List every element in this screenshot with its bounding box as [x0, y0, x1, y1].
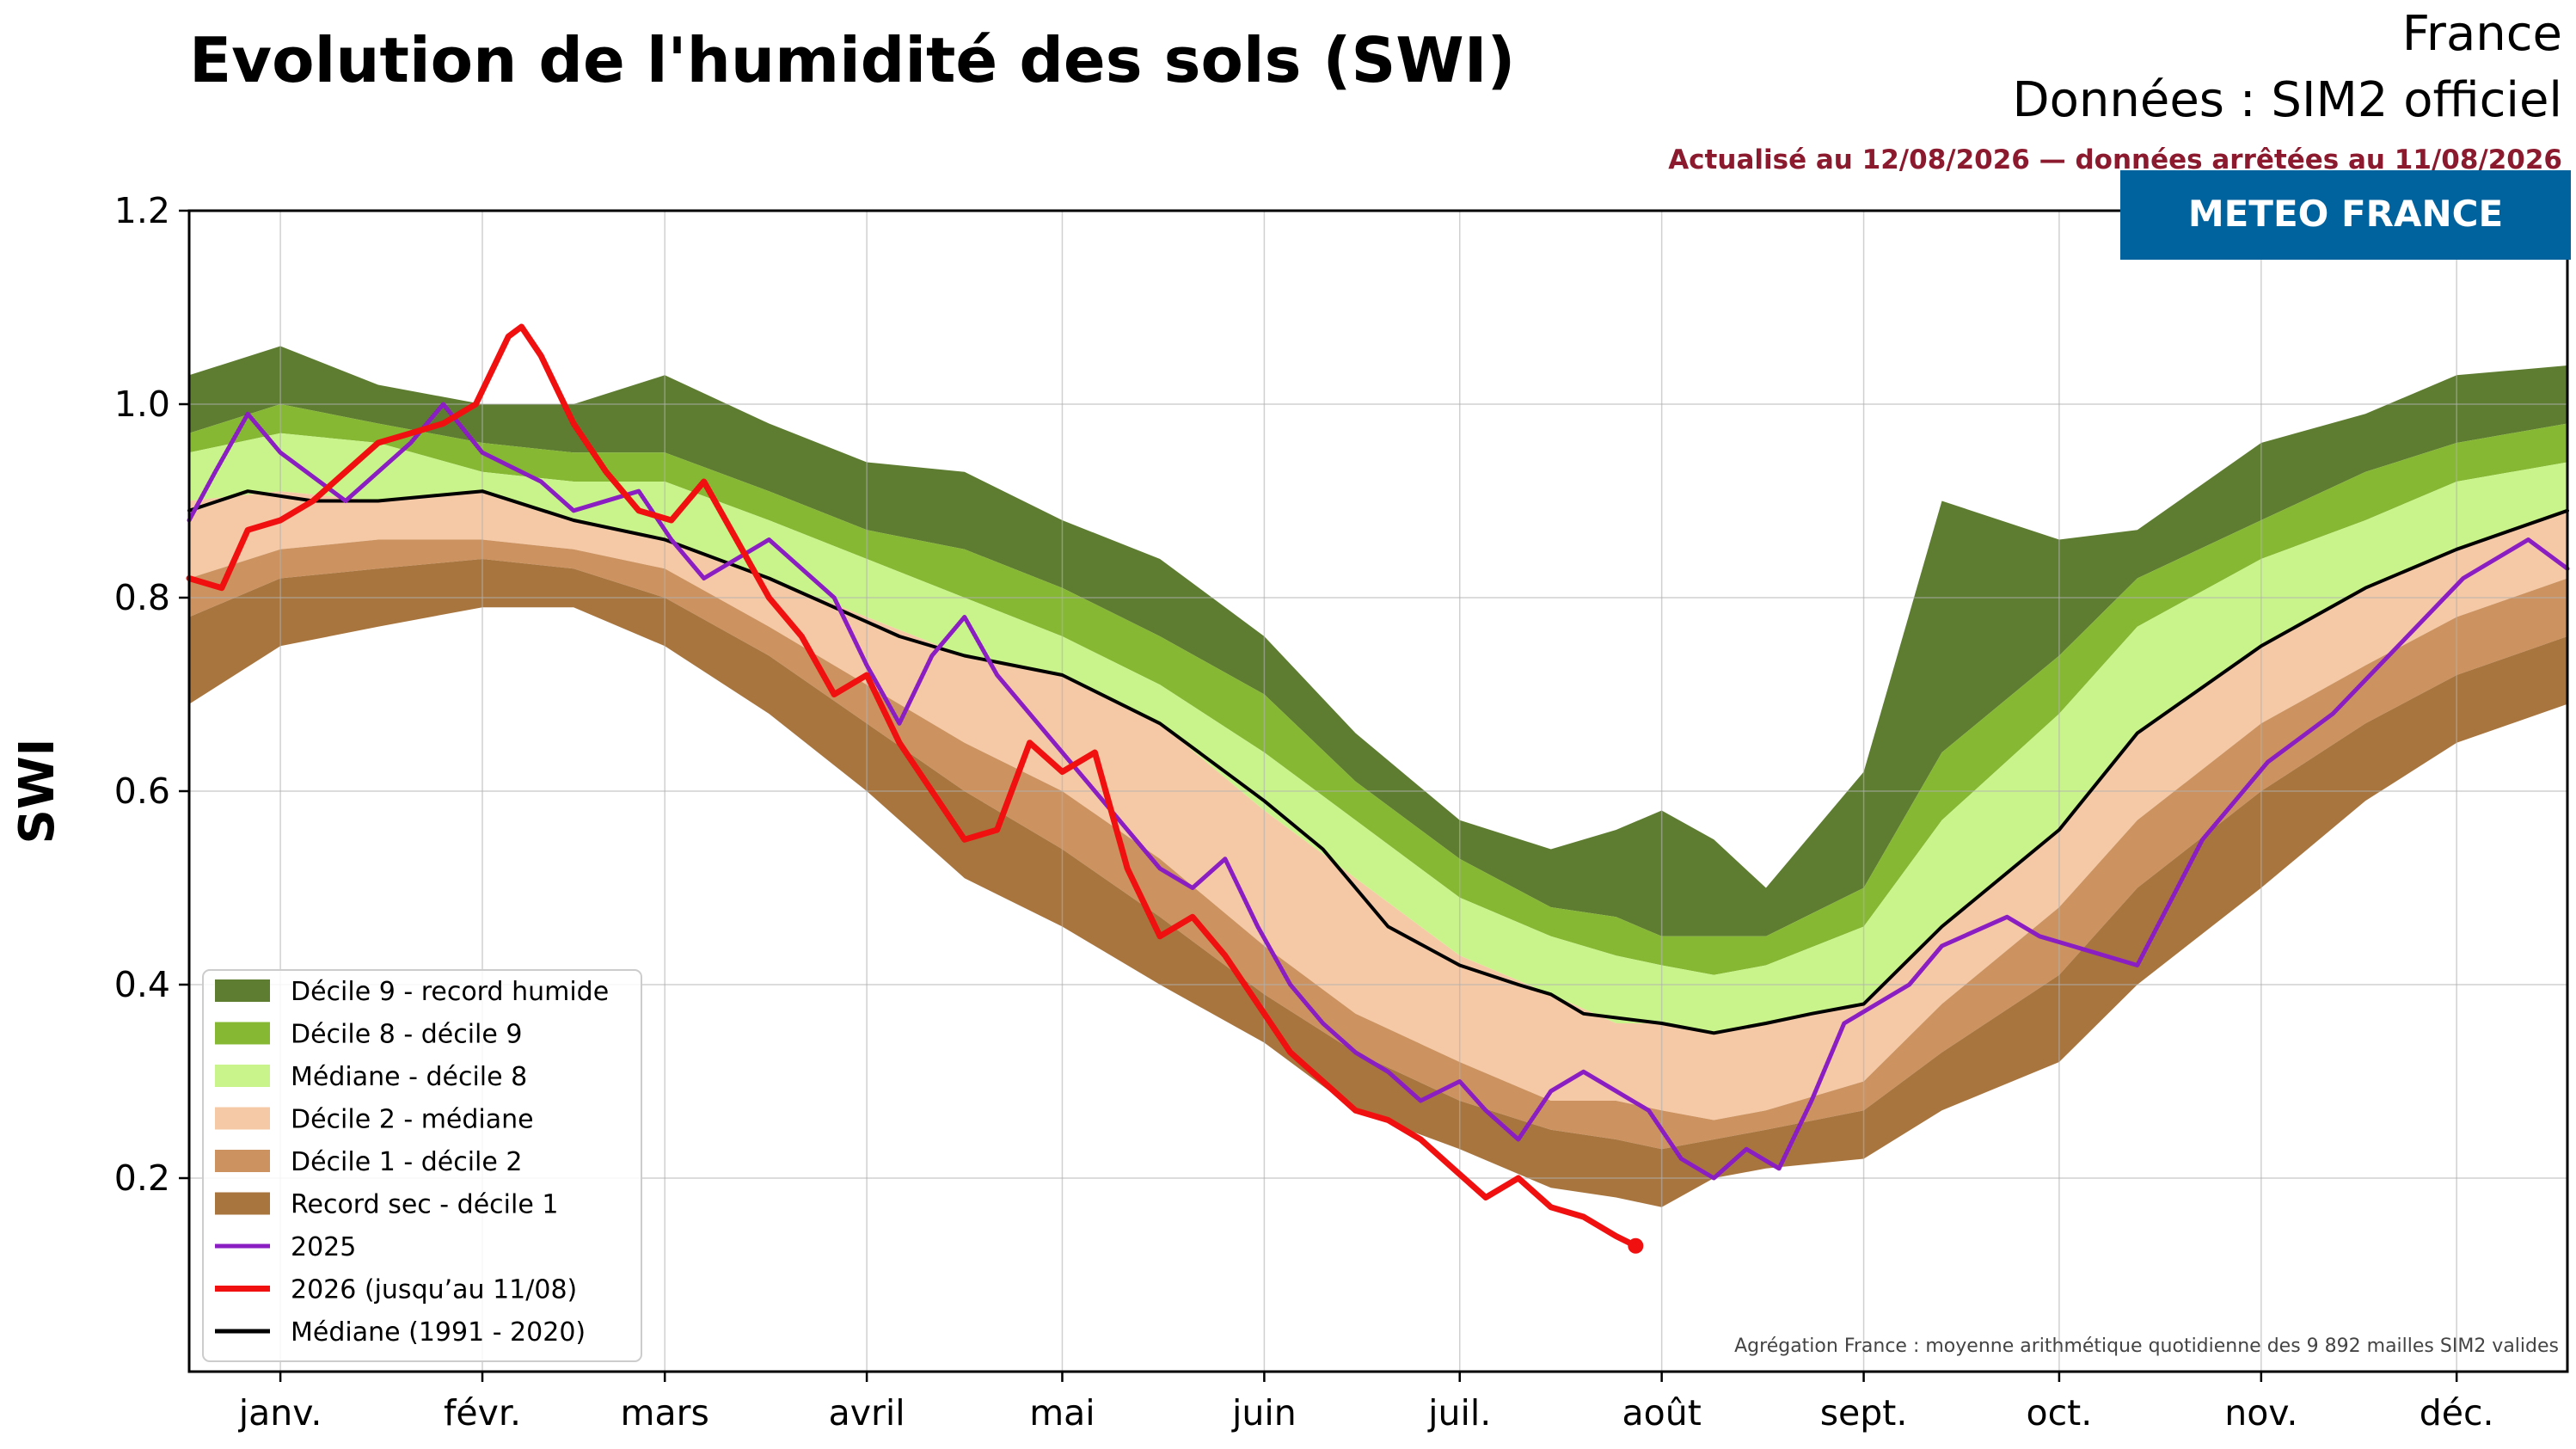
y-tick-label: 1.2: [114, 190, 170, 231]
footnote: Agrégation France : moyenne arithmétique…: [1734, 1335, 2559, 1357]
legend-label: Décile 8 - décile 9: [291, 1020, 522, 1050]
x-tick-label: sept.: [1820, 1392, 1908, 1434]
y-tick-label: 0.4: [114, 964, 170, 1005]
band-d1-d2: [189, 539, 2567, 1150]
legend-box: [202, 969, 642, 1362]
band-d9-record-wet: [189, 346, 2567, 936]
badge-background: [2120, 170, 2571, 260]
x-tick-label: janv.: [238, 1392, 322, 1434]
y-tick-label: 0.2: [114, 1157, 170, 1199]
legend-label: Décile 1 - décile 2: [291, 1147, 522, 1177]
y-tick-label: 1.0: [114, 384, 170, 425]
x-tick-label: févr.: [444, 1392, 521, 1434]
band-record-dry-d1: [189, 559, 2567, 1207]
legend-label: Médiane (1991 - 2020): [291, 1317, 586, 1348]
x-tick-label: mars: [621, 1392, 709, 1434]
legend-swatch: [215, 1150, 270, 1172]
legend-label: Médiane - décile 8: [291, 1062, 527, 1092]
legend: Décile 9 - record humide Décile 8 - décil…: [202, 969, 642, 1362]
x-axis: janv. févr. mars avril mai juin juil. août sept.…: [238, 1372, 2494, 1434]
x-tick-label: déc.: [2420, 1392, 2494, 1434]
line-median: [187, 489, 2569, 1035]
legend-label: Décile 2 - médiane: [291, 1105, 534, 1135]
legend-label: 2025: [291, 1232, 356, 1262]
legend-label: 2026 (jusqu’au 11/08): [291, 1275, 577, 1305]
badge-text: METEO FRANCE: [2188, 193, 2503, 235]
y-axis: 0.2 0.4 0.6 0.8 1.0 1.2: [114, 190, 189, 1199]
legend-swatch: [215, 1065, 270, 1087]
x-tick-label: oct.: [2027, 1392, 2093, 1434]
y-axis-label: SWI: [9, 739, 65, 844]
legend-swatch: [215, 1022, 270, 1045]
legend-swatch: [215, 1192, 270, 1215]
legend-swatch: [215, 1107, 270, 1130]
band-d2-median: [189, 491, 2567, 1121]
legend-label: Décile 9 - record humide: [291, 977, 609, 1007]
x-tick-label: mai: [1029, 1392, 1095, 1434]
y-tick-label: 0.8: [114, 577, 170, 618]
legend-swatch: [215, 979, 270, 1002]
x-tick-label: juin: [1231, 1392, 1297, 1434]
x-tick-label: avril: [829, 1392, 905, 1434]
chart-title: Evolution de l'humidité des sols (SWI): [189, 24, 1515, 96]
region-label: France: [2402, 6, 2562, 62]
line-2026-endpoint: [1628, 1237, 1644, 1254]
x-tick-label: nov.: [2224, 1392, 2297, 1434]
line-2025: [187, 402, 2570, 1181]
series-lines: [186, 323, 2570, 1254]
x-tick-label: août: [1622, 1392, 1702, 1434]
y-tick-label: 0.6: [114, 771, 170, 812]
data-source-label: Données : SIM2 officiel: [2013, 72, 2563, 128]
x-tick-label: juil.: [1427, 1392, 1491, 1434]
legend-label: Record sec - décile 1: [291, 1190, 558, 1220]
line-2026: [186, 323, 1639, 1249]
meteo-france-badge: METEO FRANCE: [2120, 170, 2571, 260]
